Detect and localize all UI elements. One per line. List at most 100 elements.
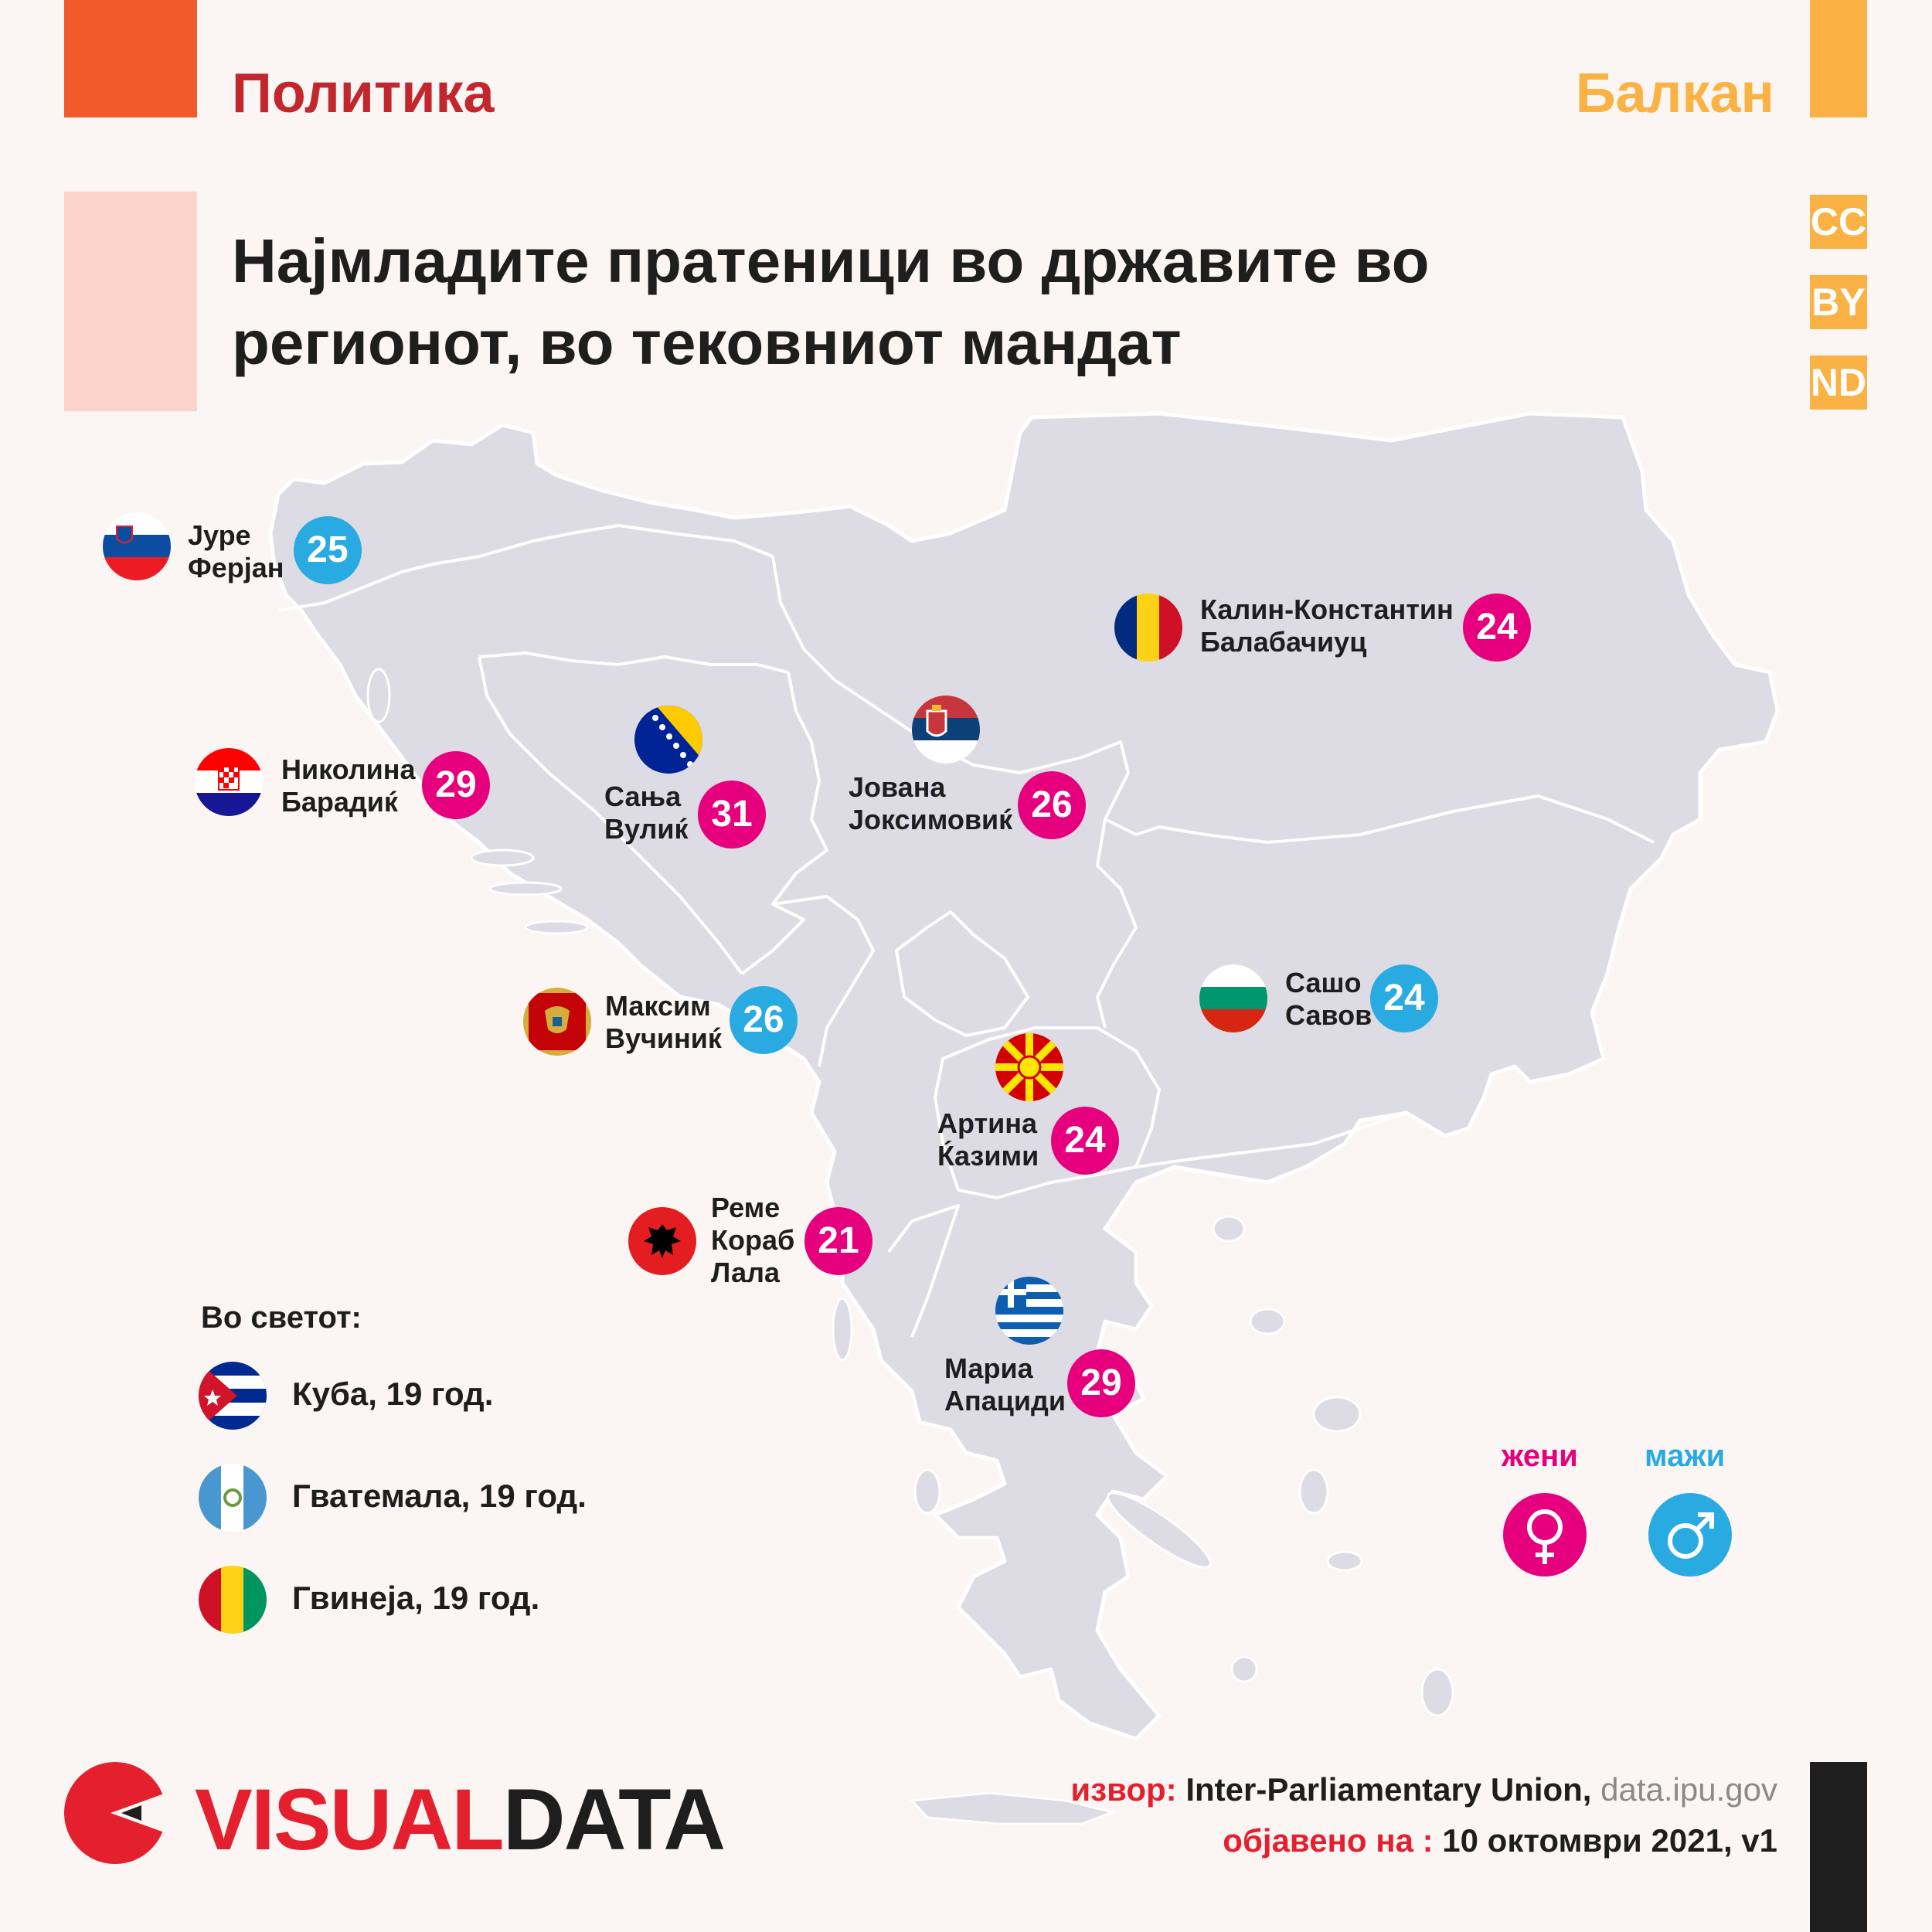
age-badge-slovenia: 25	[294, 516, 362, 584]
guatemala-flag-icon	[199, 1464, 267, 1532]
mp-name-romania: Калин-Константин Балабачиуц	[1200, 594, 1454, 658]
mp-name-greece: Мариа Апациди	[944, 1352, 1066, 1417]
source-url[interactable]: data.ipu.gov	[1600, 1771, 1777, 1808]
border-bosnia-serbia	[771, 672, 828, 906]
island-lesbos	[1312, 1396, 1362, 1433]
category-politics: Политика	[232, 63, 495, 124]
mp-name-line: Лала	[711, 1257, 781, 1288]
mp-name-albania: Реме Кораб Лала	[711, 1192, 794, 1289]
page-title: Најмладите пратеници во државите во реги…	[232, 220, 1700, 384]
border-serbia-bulgaria	[1096, 818, 1138, 1029]
title-accent-pink	[64, 192, 197, 411]
age-badge-montenegro: 26	[730, 986, 798, 1054]
mp-name-line: Јуре	[188, 519, 251, 551]
legend-men-label: мажи	[1645, 1439, 1726, 1473]
license-by: BY	[1810, 275, 1867, 329]
island-evia	[1107, 1492, 1212, 1569]
mp-name-macedonia: Артина Ќазими	[937, 1107, 1039, 1172]
mp-name-line: Сања	[604, 781, 682, 812]
footer-accent-dark	[1810, 1762, 1867, 1932]
mp-name-line: Реме	[711, 1192, 781, 1223]
published-line: објавено на : 10 октомври 2021, v1	[1223, 1822, 1777, 1859]
age-badge-albania: 21	[804, 1207, 872, 1275]
slovenia-flag-icon	[103, 512, 171, 580]
mp-name-line: Мариа	[944, 1352, 1033, 1384]
border-bosnia-north	[478, 651, 789, 674]
world-heading: Во светот:	[201, 1301, 362, 1335]
island-samos	[1326, 1550, 1363, 1572]
island-corfu	[832, 1297, 853, 1362]
border-montenegro	[740, 895, 875, 1067]
mp-name-line: Балабачиуц	[1200, 626, 1367, 658]
male-symbol-icon	[1648, 1493, 1732, 1577]
romania-flag-icon	[1114, 594, 1182, 662]
island-krk	[366, 668, 391, 723]
brand-part-data: DATA	[502, 1771, 726, 1868]
legend-women-label: жени	[1502, 1439, 1578, 1473]
bosnia-flag-icon	[634, 706, 702, 774]
island-korcula	[524, 920, 589, 935]
license-nd: ND	[1810, 355, 1867, 410]
cuba-flag-icon	[199, 1362, 267, 1430]
mp-name-line: Калин-Константин	[1200, 594, 1454, 625]
mp-name-bosnia: Сања Вулиќ	[604, 781, 689, 845]
world-item-guinea: Гвинеја, 19 год.	[292, 1580, 540, 1616]
mp-name-line: Артина	[937, 1107, 1038, 1139]
age-badge-bosnia: 31	[698, 781, 766, 849]
mp-name-line: Вучиниќ	[605, 1022, 722, 1054]
mp-name-line: Ферјан	[188, 552, 284, 583]
montenegro-flag-icon	[523, 988, 591, 1056]
age-badge-macedonia: 24	[1051, 1107, 1119, 1175]
island-crete	[909, 1791, 1117, 1825]
mp-name-line: Николина	[281, 753, 416, 785]
border-slovenia-croatia	[277, 539, 534, 612]
island-thasos	[1212, 1215, 1246, 1243]
border-greece-bulgaria	[1135, 1111, 1407, 1168]
visualdata-logo-icon	[64, 1762, 166, 1864]
mp-name-montenegro: Максим Вучиниќ	[605, 990, 722, 1055]
island-naxos	[1230, 1655, 1258, 1683]
mp-name-slovenia: Јуре Ферјан	[188, 519, 284, 584]
border-romania-bulgaria	[1104, 794, 1655, 844]
island-rhodes	[1420, 1668, 1454, 1717]
mp-name-line: Максим	[605, 990, 711, 1022]
border-kosovo	[895, 910, 1029, 1037]
mp-name-line: Јована	[849, 771, 946, 803]
island-kefalonia	[913, 1468, 941, 1515]
croatia-flag-icon	[195, 748, 263, 816]
age-badge-bulgaria: 24	[1370, 964, 1438, 1032]
greece-flag-icon	[995, 1277, 1063, 1345]
mp-name-line: Ќазими	[937, 1140, 1039, 1172]
world-item-guatemala: Гватемала, 19 год.	[292, 1478, 587, 1514]
bulgaria-flag-icon	[1199, 964, 1267, 1032]
brand-logo-text: VISUALDATA	[195, 1770, 726, 1869]
mp-name-croatia: Николина Барадиќ	[281, 753, 416, 818]
age-badge-serbia: 26	[1018, 771, 1086, 839]
mp-name-line: Савов	[1285, 999, 1372, 1031]
guinea-flag-icon	[199, 1566, 267, 1634]
mp-name-serbia: Јована Јоксимовиќ	[849, 771, 1012, 836]
albania-flag-icon	[628, 1207, 696, 1275]
mp-name-line: Кораб	[711, 1224, 795, 1256]
published-date: 10 октомври 2021, v1	[1442, 1822, 1777, 1859]
mp-name-line: Сашо	[1285, 967, 1362, 998]
license-cc: CC	[1810, 195, 1867, 249]
border-bosnia-croatia	[478, 656, 743, 975]
mp-name-bulgaria: Сашо Савов	[1285, 967, 1372, 1032]
macedonia-flag-icon	[995, 1033, 1063, 1101]
mp-name-line: Барадиќ	[281, 786, 398, 818]
title-line-1: Најмладите пратеници во државите во	[232, 226, 1430, 295]
header-accent-orange	[64, 0, 197, 117]
mp-name-line: Јоксимовиќ	[849, 804, 1013, 835]
source-line: извор: Inter-Parliamentary Union, data.i…	[1070, 1771, 1777, 1808]
age-badge-greece: 29	[1067, 1349, 1135, 1417]
female-symbol-icon	[1503, 1493, 1587, 1577]
published-label: објавено на :	[1223, 1822, 1434, 1859]
border-croatia-hungary	[532, 524, 774, 558]
mp-name-line: Апациди	[944, 1385, 1066, 1417]
category-balkan: Балкан	[1575, 63, 1774, 124]
island-chios	[1298, 1468, 1329, 1515]
border-albania-greece	[887, 1204, 960, 1338]
world-item-cuba: Куба, 19 год.	[292, 1376, 494, 1412]
